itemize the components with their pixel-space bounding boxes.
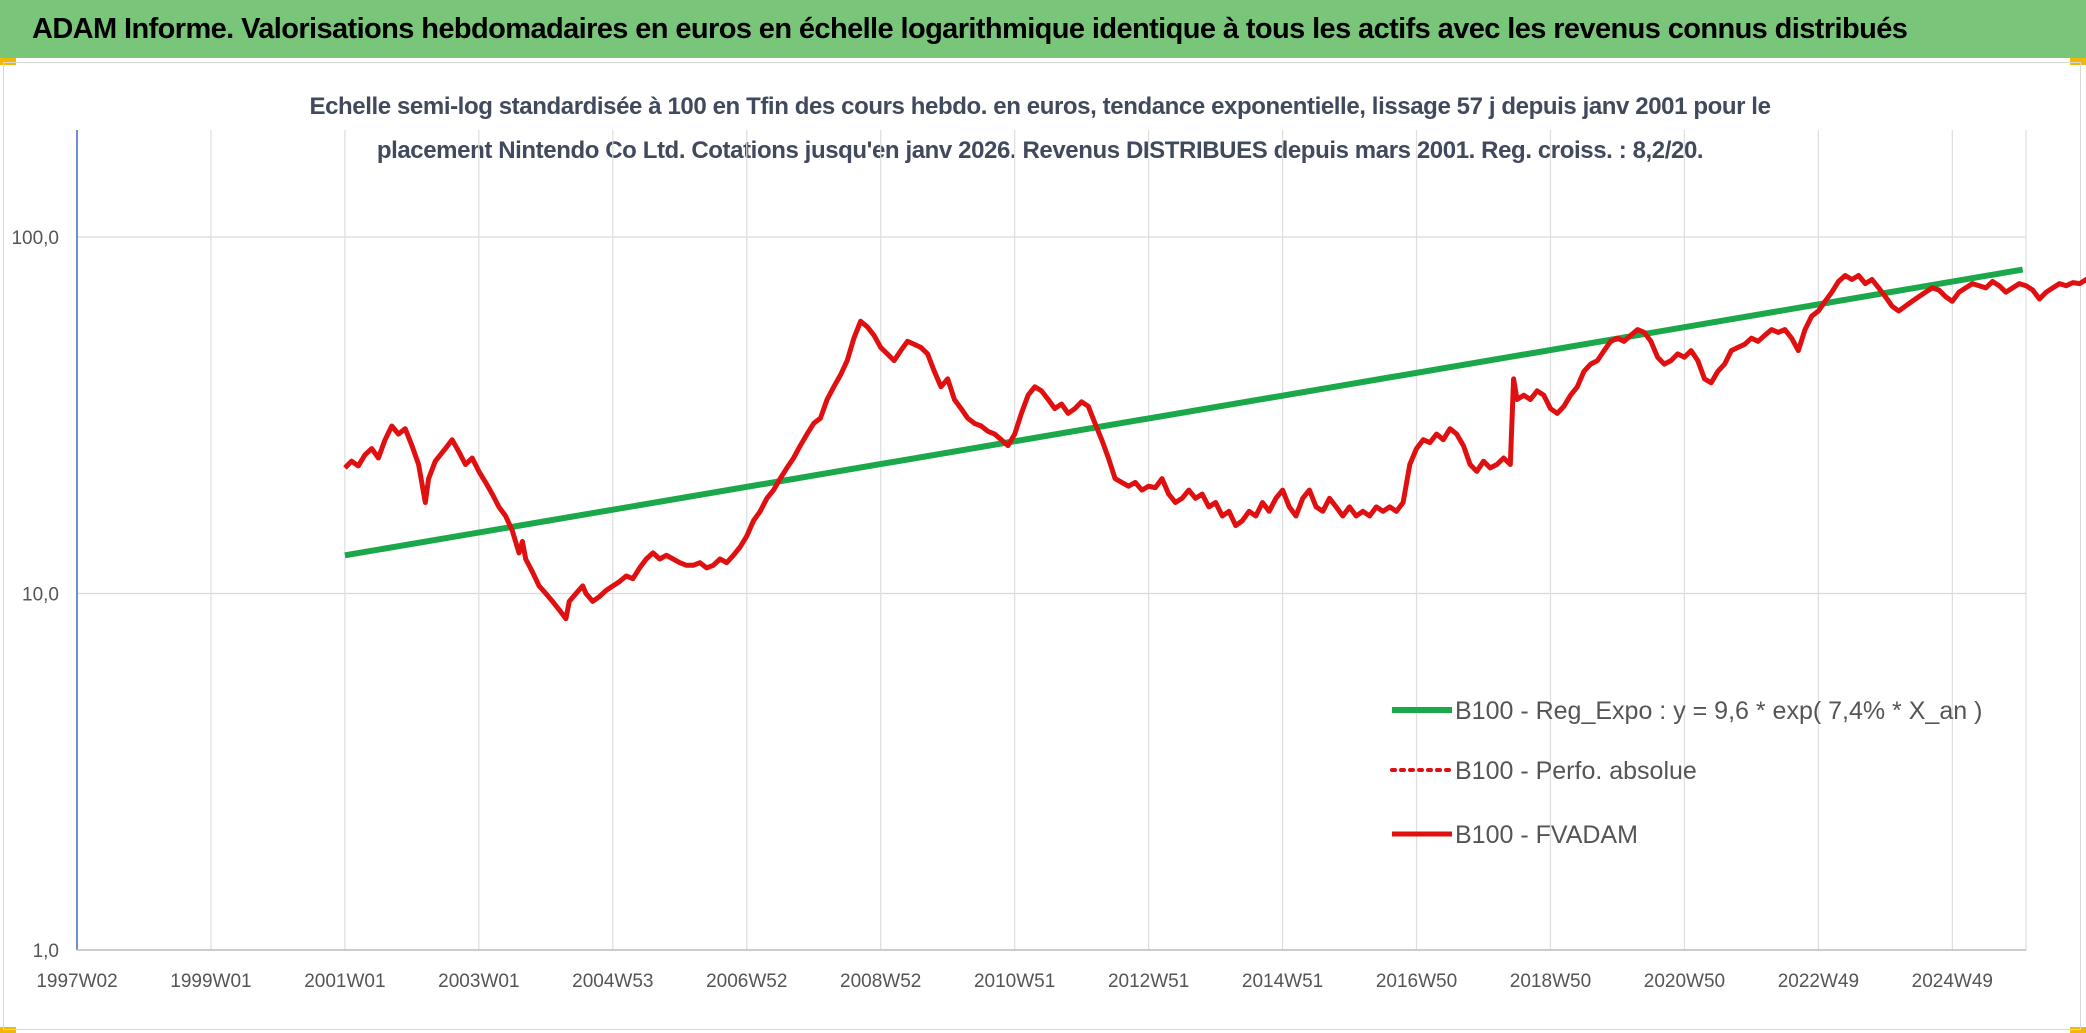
x-tick-label: 2024W49 — [1912, 971, 1993, 992]
x-tick-label: 2008W52 — [840, 971, 921, 992]
corner-marker-top-right — [2070, 58, 2086, 65]
report-banner: ADAM Informe. Valorisations hebdomadaire… — [0, 0, 2086, 58]
x-tick-label: 2018W50 — [1510, 971, 1591, 992]
corner-marker-bottom-left — [0, 1027, 16, 1033]
x-tick-label: 2003W01 — [438, 971, 519, 992]
chart-title: Echelle semi-log standardisée à 100 en T… — [309, 93, 1771, 164]
legend: B100 - Reg_Expo : y = 9,6 * exp( 7,4% * … — [1390, 697, 1982, 849]
series-layer — [343, 266, 2086, 622]
x-tick-label: 2010W51 — [974, 971, 1055, 992]
x-axis-ticks: 1997W02 1999W01 2001W01 2003W01 2004W53 2006W… — [36, 971, 1993, 992]
axes — [76, 130, 2026, 951]
chart-frame — [3, 62, 2081, 1030]
corner-marker-bottom-right — [2070, 1027, 2086, 1033]
x-tick-label: 1997W02 — [36, 971, 117, 992]
report-title: ADAM Informe. Valorisations hebdomadaire… — [32, 12, 1908, 45]
corner-marker-top-left — [0, 58, 16, 65]
x-tick-label: 1999W01 — [170, 971, 251, 992]
y-tick-label: 1,0 — [33, 941, 59, 962]
x-tick-label: 2020W50 — [1644, 971, 1725, 992]
regression-line — [344, 266, 2024, 559]
x-tick-label: 2016W50 — [1376, 971, 1457, 992]
y-tick-label: 10,0 — [22, 585, 59, 606]
x-tick-label: 2006W52 — [706, 971, 787, 992]
y-tick-label: 100,0 — [11, 228, 59, 249]
x-tick-label: 2022W49 — [1778, 971, 1859, 992]
x-tick-label: 2004W53 — [572, 971, 653, 992]
x-tick-label: 2014W51 — [1242, 971, 1323, 992]
grid-lines — [77, 130, 2027, 951]
fvadam-line — [343, 273, 2086, 622]
y-axis-ticks: 1,0 10,0 100,0 — [11, 228, 59, 962]
legend-label: B100 - Perfo. absolue — [1455, 757, 1697, 785]
legend-label: B100 - FVADAM — [1455, 821, 1638, 849]
x-tick-label: 2012W51 — [1108, 971, 1189, 992]
legend-label: B100 - Reg_Expo : y = 9,6 * exp( 7,4% * … — [1455, 697, 1982, 725]
x-tick-label: 2001W01 — [304, 971, 385, 992]
